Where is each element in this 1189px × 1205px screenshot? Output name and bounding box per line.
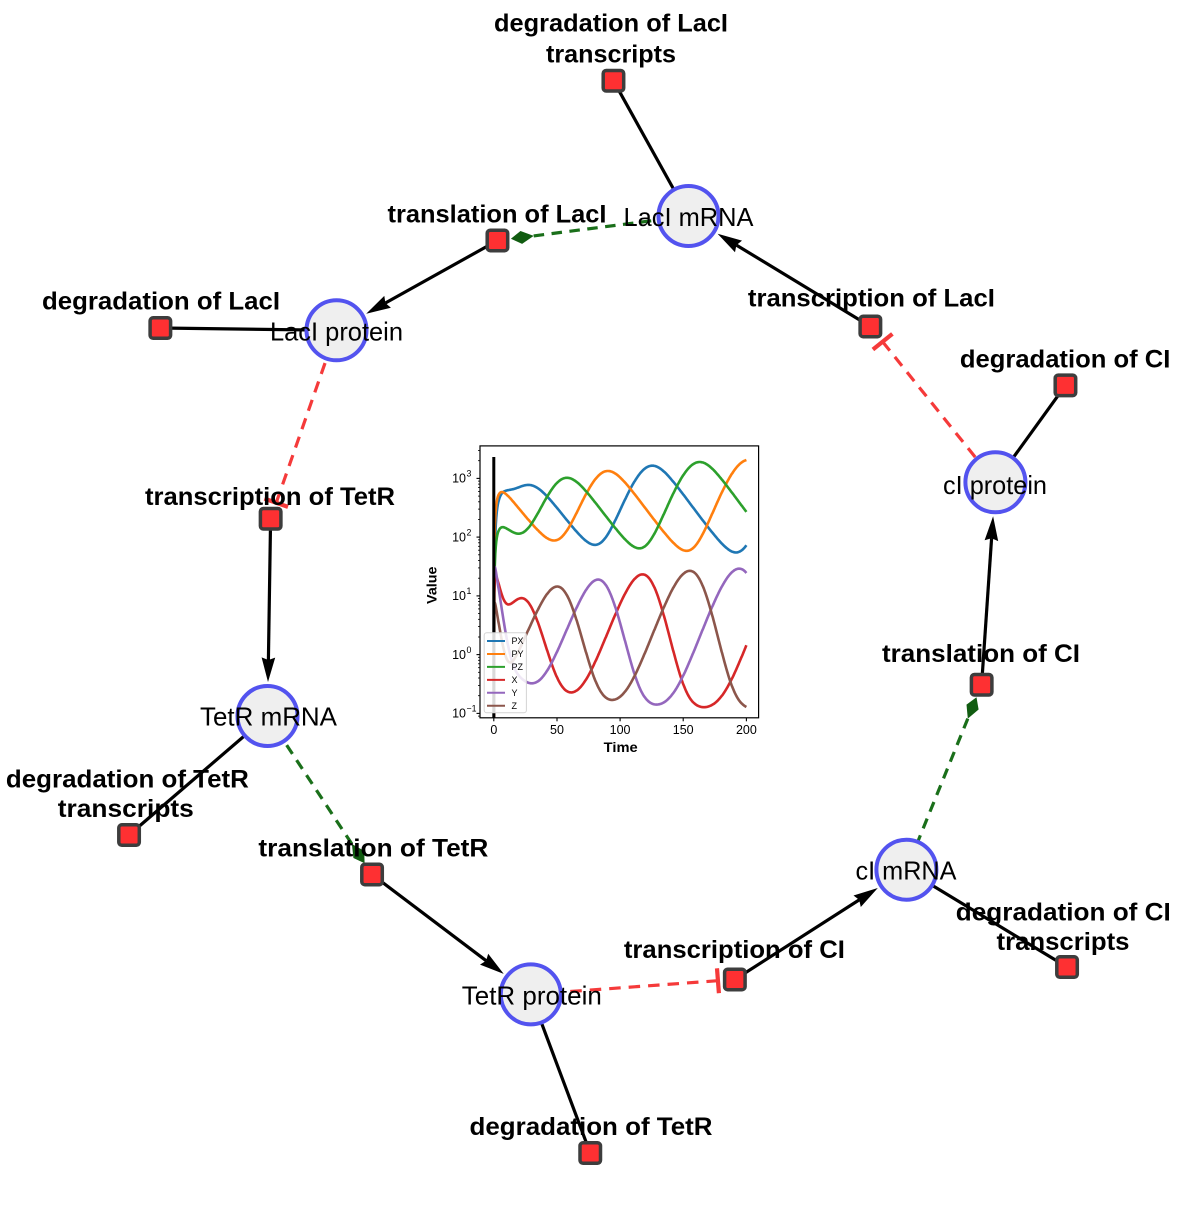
svg-text:0: 0 [467,645,472,655]
svg-text:Z: Z [512,701,518,711]
svg-text:PY: PY [512,649,524,659]
svg-text:PZ: PZ [512,662,524,672]
svg-text:transcription of CI: transcription of CI [624,936,845,964]
svg-text:transcripts: transcripts [58,795,194,823]
svg-text:translation of CI: translation of CI [882,640,1080,668]
svg-text:X: X [512,675,518,685]
svg-text:LacI mRNA: LacI mRNA [624,202,755,232]
svg-text:200: 200 [736,723,757,737]
svg-text:1: 1 [467,586,472,596]
svg-text:Value: Value [424,566,440,604]
svg-text:100: 100 [610,723,631,737]
svg-text:150: 150 [673,723,694,737]
svg-text:0: 0 [490,723,497,737]
svg-text:degradation of CI: degradation of CI [960,346,1171,374]
svg-text:LacI protein: LacI protein [270,317,403,347]
svg-text:TetR protein: TetR protein [462,980,602,1010]
svg-text:transcription of LacI: transcription of LacI [748,285,995,313]
svg-text:transcription of TetR: transcription of TetR [145,483,395,511]
svg-text:degradation of LacI: degradation of LacI [42,288,280,316]
svg-text:10: 10 [452,707,466,721]
svg-text:10: 10 [452,648,466,662]
svg-text:2: 2 [467,527,472,537]
svg-text:PX: PX [512,636,524,646]
svg-text:cI protein: cI protein [943,470,1047,500]
svg-text:transcripts: transcripts [997,928,1130,956]
svg-text:10: 10 [452,530,466,544]
svg-text:translation of TetR: translation of TetR [258,835,488,863]
svg-text:degradation of LacI: degradation of LacI [494,9,728,37]
svg-text:cI mRNA: cI mRNA [856,855,958,885]
svg-text:3: 3 [467,469,472,479]
svg-text:TetR mRNA: TetR mRNA [200,702,338,732]
svg-text:50: 50 [550,723,564,737]
svg-text:Y: Y [512,688,518,698]
svg-text:−1: −1 [467,704,477,714]
svg-text:degradation of TetR: degradation of TetR [6,765,249,793]
svg-text:degradation of TetR: degradation of TetR [470,1113,713,1141]
svg-text:degradation of CI: degradation of CI [956,898,1171,926]
svg-text:10: 10 [452,472,466,486]
svg-text:10: 10 [452,589,466,603]
svg-text:translation of LacI: translation of LacI [388,200,607,228]
svg-text:Time: Time [604,739,638,755]
svg-text:transcripts: transcripts [546,41,676,69]
